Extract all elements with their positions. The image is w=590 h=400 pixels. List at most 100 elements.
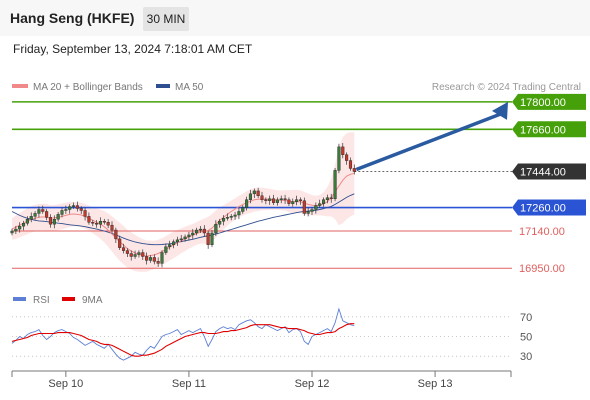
candle-body bbox=[252, 190, 256, 195]
candle-body bbox=[325, 197, 329, 200]
candle-body bbox=[133, 254, 137, 257]
candle-body bbox=[52, 219, 56, 225]
candle-body bbox=[283, 198, 287, 200]
ma50-line bbox=[11, 193, 355, 246]
bollinger-band bbox=[12, 132, 355, 272]
candle-body bbox=[291, 201, 295, 204]
candle-body bbox=[221, 218, 226, 222]
candle-body bbox=[41, 209, 45, 212]
level-tag-resistance bbox=[512, 121, 586, 138]
candle-body bbox=[302, 200, 306, 214]
candle-body bbox=[68, 206, 72, 210]
level-tag-support bbox=[512, 199, 586, 216]
candle-body bbox=[352, 168, 356, 172]
candle-body bbox=[187, 234, 191, 238]
candle-body bbox=[171, 241, 176, 245]
candle-body bbox=[102, 221, 106, 223]
candle-body bbox=[168, 244, 172, 247]
timeframe-button[interactable]: 30 MIN bbox=[143, 7, 189, 31]
rsi-tick-label: 70 bbox=[520, 312, 532, 324]
candle-body bbox=[229, 216, 233, 218]
candle-body bbox=[245, 199, 249, 208]
candle-body bbox=[160, 252, 164, 264]
legend-label-ma20: MA 20 + Bollinger Bands bbox=[33, 82, 143, 93]
candle-body bbox=[225, 217, 229, 219]
x-tick-label: Sep 12 bbox=[295, 378, 330, 390]
candle-body bbox=[337, 146, 341, 171]
level-label: 17140.00 bbox=[519, 226, 565, 238]
legend-label-9ma: 9MA bbox=[82, 295, 103, 306]
candle-body bbox=[110, 224, 114, 231]
candle-body bbox=[202, 228, 206, 234]
candle-body bbox=[206, 232, 210, 245]
candle-body bbox=[275, 199, 279, 203]
candle-body bbox=[98, 221, 103, 225]
candle-body bbox=[237, 211, 241, 216]
candle-body bbox=[91, 222, 95, 224]
candle-body bbox=[341, 146, 345, 155]
candle-body bbox=[348, 160, 353, 169]
legend-label-ma50: MA 50 bbox=[175, 82, 204, 93]
candle-body bbox=[210, 232, 214, 245]
rsi-tick-label: 30 bbox=[520, 351, 532, 363]
level-label: 17444.00 bbox=[520, 167, 566, 179]
candle-body bbox=[125, 250, 129, 254]
x-tick-label: Sep 10 bbox=[48, 378, 83, 390]
candle-body bbox=[321, 199, 326, 204]
candle-body bbox=[156, 261, 160, 264]
candle-body bbox=[260, 195, 264, 200]
candle-body bbox=[191, 232, 195, 236]
forecast-arrow-icon bbox=[355, 101, 508, 172]
forecast-arrow-head bbox=[492, 101, 508, 120]
candle-body bbox=[214, 223, 218, 234]
forecast-arrow-shaft bbox=[355, 112, 502, 172]
candle-body bbox=[152, 257, 156, 262]
candle-body bbox=[310, 209, 314, 212]
candle-body bbox=[148, 257, 153, 261]
x-tick-label: Sep 13 bbox=[418, 378, 453, 390]
candle-body bbox=[141, 252, 145, 257]
rsi-grid: 70 50 30 bbox=[12, 312, 532, 363]
candle-body bbox=[106, 222, 110, 226]
instrument-title: Hang Seng (HKFE) bbox=[10, 10, 135, 26]
candle-body bbox=[314, 205, 318, 210]
candle-body bbox=[48, 217, 53, 225]
candle-body bbox=[14, 228, 18, 232]
candle-body bbox=[295, 199, 299, 202]
legend-swatch-9ma bbox=[62, 297, 75, 301]
candle-body bbox=[137, 252, 141, 255]
candle-body bbox=[333, 170, 337, 199]
candle-body bbox=[60, 210, 64, 215]
candle-body bbox=[306, 211, 310, 214]
level-lines bbox=[12, 101, 512, 269]
candle-body bbox=[279, 198, 283, 200]
candle-body bbox=[83, 210, 87, 217]
level-label: 17800.00 bbox=[520, 97, 566, 109]
candle-body bbox=[10, 230, 14, 234]
candle-body bbox=[29, 216, 33, 220]
candle-body bbox=[248, 193, 253, 200]
candle-body bbox=[264, 199, 268, 201]
candles bbox=[10, 142, 356, 268]
candle-body bbox=[198, 228, 203, 231]
rsi-line bbox=[11, 307, 355, 361]
candle-body bbox=[87, 216, 91, 223]
candle-body bbox=[79, 208, 83, 211]
candle-body bbox=[118, 238, 122, 248]
x-tick-label: Sep 11 bbox=[172, 378, 206, 390]
candle-body bbox=[164, 246, 168, 253]
candle-body bbox=[64, 209, 68, 211]
bollinger-band-area bbox=[12, 132, 355, 272]
level-label: 17260.00 bbox=[520, 203, 566, 215]
legend-swatch-rsi bbox=[13, 297, 26, 301]
candle-body bbox=[33, 213, 37, 217]
rsi-ma-line bbox=[11, 323, 355, 357]
candle-body bbox=[195, 229, 199, 234]
candle-body bbox=[75, 205, 79, 209]
candle-body bbox=[121, 247, 126, 251]
legend-swatch-ma20 bbox=[12, 84, 28, 88]
level-tag-current bbox=[512, 163, 586, 180]
rsi-lines bbox=[11, 307, 355, 361]
candle-body bbox=[233, 214, 237, 217]
